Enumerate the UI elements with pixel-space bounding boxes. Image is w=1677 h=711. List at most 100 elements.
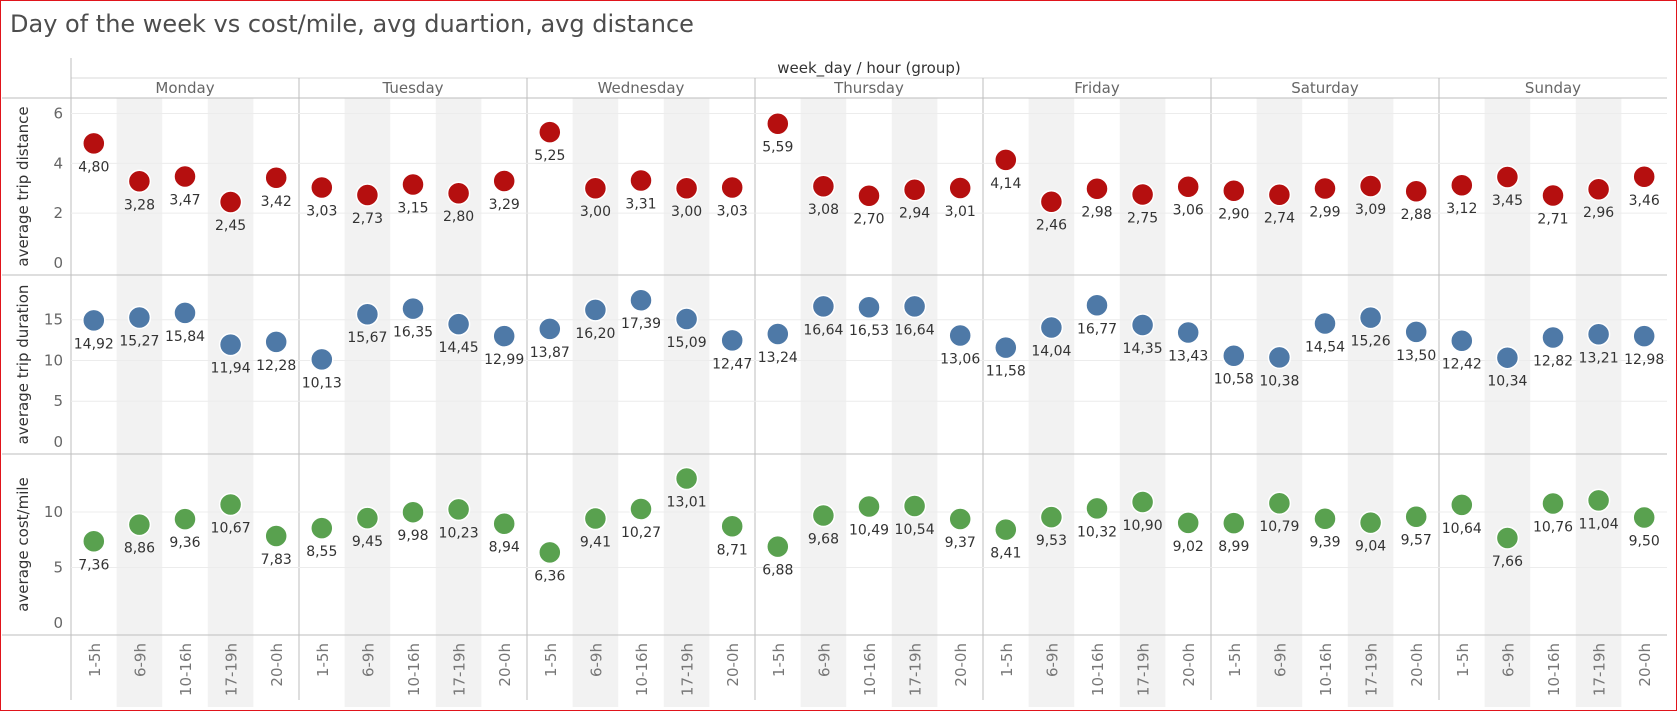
column-band (1484, 98, 1531, 707)
data-label: 2,45 (215, 218, 246, 234)
data-point (173, 507, 197, 531)
data-label: 3,08 (808, 202, 839, 218)
data-point (1267, 345, 1292, 370)
hour-label: 20-0h (952, 643, 970, 687)
data-point (994, 335, 1018, 360)
data-point (1404, 179, 1428, 203)
data-label: 15,84 (165, 329, 205, 345)
data-label: 16,77 (1077, 321, 1117, 337)
hour-label: 6-9h (359, 643, 377, 677)
data-point (1176, 174, 1200, 199)
data-label: 2,80 (443, 209, 474, 225)
column-band (1347, 98, 1394, 707)
data-point (1541, 325, 1565, 350)
hour-label: 1-5h (998, 643, 1016, 677)
data-label: 9,57 (1401, 533, 1432, 549)
data-point (492, 511, 516, 536)
data-label: 2,98 (1081, 205, 1112, 221)
data-label: 7,83 (261, 552, 292, 568)
data-label: 13,24 (758, 350, 798, 366)
hour-label: 20-0h (1180, 643, 1198, 687)
hour-label: 10-16h (177, 643, 195, 696)
data-label: 4,14 (990, 176, 1021, 192)
data-label: 11,58 (986, 364, 1026, 380)
data-label: 2,75 (1127, 210, 1158, 226)
hour-label: 10-16h (633, 643, 651, 696)
data-label: 2,94 (899, 206, 930, 222)
data-point (1267, 491, 1292, 515)
data-label: 14,92 (74, 336, 114, 352)
data-label: 3,42 (261, 194, 292, 210)
data-point (1176, 320, 1200, 345)
data-label: 6,88 (762, 563, 793, 579)
data-label: 2,74 (1264, 211, 1295, 227)
data-label: 8,71 (717, 542, 748, 558)
data-point (674, 176, 699, 200)
data-label: 13,43 (1168, 348, 1208, 364)
column-header-title: week_day / hour (group) (777, 59, 961, 78)
data-point (583, 176, 608, 200)
data-label: 8,94 (489, 540, 520, 556)
data-point (538, 540, 562, 565)
data-label: 2,99 (1309, 204, 1340, 220)
y-tick-label: 0 (53, 254, 63, 272)
data-point (902, 494, 927, 518)
data-label: 16,53 (849, 323, 889, 339)
data-label: 9,36 (169, 535, 200, 551)
y-tick-label: 15 (44, 311, 63, 329)
data-point (1039, 189, 1064, 214)
hour-label: 17-19h (1135, 643, 1153, 696)
data-label: 8,86 (124, 541, 155, 557)
data-point (1130, 182, 1155, 207)
data-point (766, 111, 790, 136)
data-label: 12,98 (1624, 352, 1664, 368)
data-label: 9,53 (1036, 533, 1067, 549)
data-label: 3,01 (945, 204, 976, 220)
data-point (538, 120, 562, 144)
data-point (264, 166, 288, 190)
data-label: 15,26 (1351, 334, 1391, 350)
data-point (948, 507, 972, 531)
data-point (857, 494, 881, 519)
data-point (1450, 328, 1474, 353)
data-point (1404, 504, 1428, 529)
y-axis-title: average trip duration (14, 285, 32, 445)
day-label-monday: Monday (155, 79, 214, 97)
data-point (857, 183, 881, 208)
data-label: 3,12 (1446, 201, 1477, 217)
data-label: 12,47 (712, 356, 752, 372)
data-point (492, 169, 516, 193)
data-label: 3,29 (489, 197, 520, 213)
data-point (1085, 496, 1109, 521)
data-label: 7,66 (1492, 554, 1523, 570)
data-point (766, 322, 790, 346)
data-label: 2,70 (853, 212, 884, 228)
data-label: 2,73 (352, 211, 383, 227)
data-label: 13,06 (940, 352, 980, 368)
data-point (127, 512, 152, 537)
day-label-tuesday: Tuesday (381, 79, 443, 97)
data-label: 16,64 (803, 322, 843, 338)
data-point (1632, 324, 1656, 348)
data-label: 8,41 (990, 546, 1021, 562)
hour-label: 6-9h (815, 643, 833, 677)
data-point (355, 506, 380, 530)
hour-label: 10-16h (1545, 643, 1563, 696)
data-point (811, 503, 836, 528)
data-point (446, 181, 471, 205)
data-label: 10,27 (621, 525, 661, 541)
hour-label: 17-19h (907, 643, 925, 696)
data-point (446, 312, 471, 336)
data-label: 9,98 (397, 528, 428, 544)
data-point (401, 296, 425, 321)
hour-label: 20-0h (1408, 643, 1426, 687)
data-label: 3,47 (169, 193, 200, 209)
data-label: 3,06 (1173, 203, 1204, 219)
hour-label: 1-5h (770, 643, 788, 677)
data-label: 8,99 (1218, 539, 1249, 555)
data-label: 3,00 (580, 204, 611, 220)
data-point (1450, 493, 1474, 517)
data-label: 15,09 (667, 335, 707, 351)
data-label: 5,59 (762, 140, 793, 156)
data-point (1085, 293, 1109, 318)
